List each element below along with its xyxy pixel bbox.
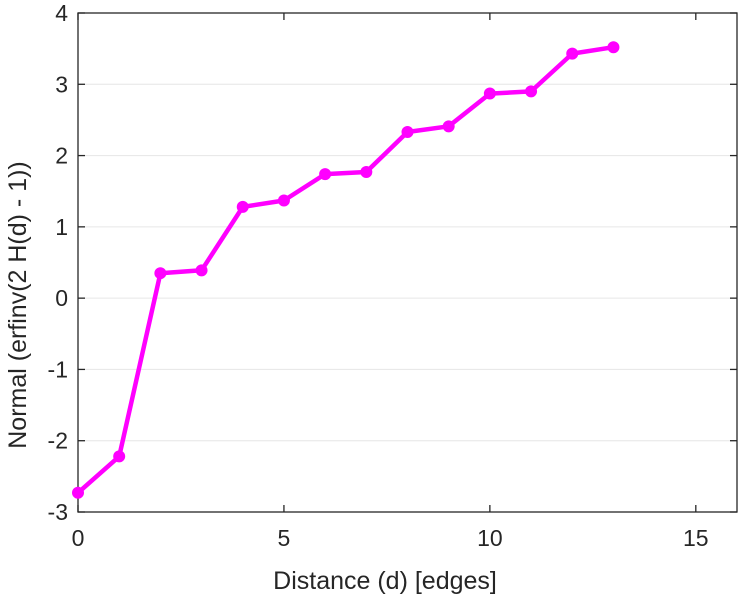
- y-tick-label: 1: [55, 214, 68, 240]
- y-tick-label: 4: [55, 0, 68, 26]
- y-tick-label: 0: [55, 285, 68, 311]
- data-point: [483, 87, 496, 100]
- data-point: [525, 85, 538, 98]
- data-point: [360, 165, 373, 178]
- x-tick-label: 10: [477, 525, 503, 551]
- x-tick-label: 15: [683, 525, 709, 551]
- y-tick-label: -2: [48, 428, 68, 454]
- axis-ticks: -3 -2 -1 0 1 2 3 4 0 5 10 15: [48, 0, 737, 551]
- data-point: [154, 267, 167, 280]
- data-point: [277, 194, 290, 207]
- data-point: [195, 264, 208, 277]
- data-point: [442, 120, 455, 133]
- data-point: [607, 41, 620, 54]
- y-axis-label: Normal (erfinv(2 H(d) - 1)): [4, 161, 32, 449]
- data-point: [113, 450, 126, 463]
- y-tick-label: -3: [48, 499, 68, 525]
- series-line: [75, 44, 616, 496]
- x-tick-label: 0: [72, 525, 85, 551]
- data-series: [72, 41, 620, 499]
- data-point: [566, 47, 579, 60]
- x-axis-label: Distance (d) [edges]: [273, 567, 497, 595]
- data-point: [236, 200, 249, 213]
- data-point: [401, 126, 414, 139]
- y-tick-label: 3: [55, 71, 68, 97]
- data-point: [319, 168, 332, 181]
- x-tick-label: 5: [278, 525, 291, 551]
- plot-area-frame: [77, 12, 738, 513]
- y-tick-label: -1: [48, 356, 68, 382]
- grid-lines: [78, 83, 737, 442]
- data-point: [72, 486, 84, 499]
- y-tick-label: 2: [55, 143, 68, 169]
